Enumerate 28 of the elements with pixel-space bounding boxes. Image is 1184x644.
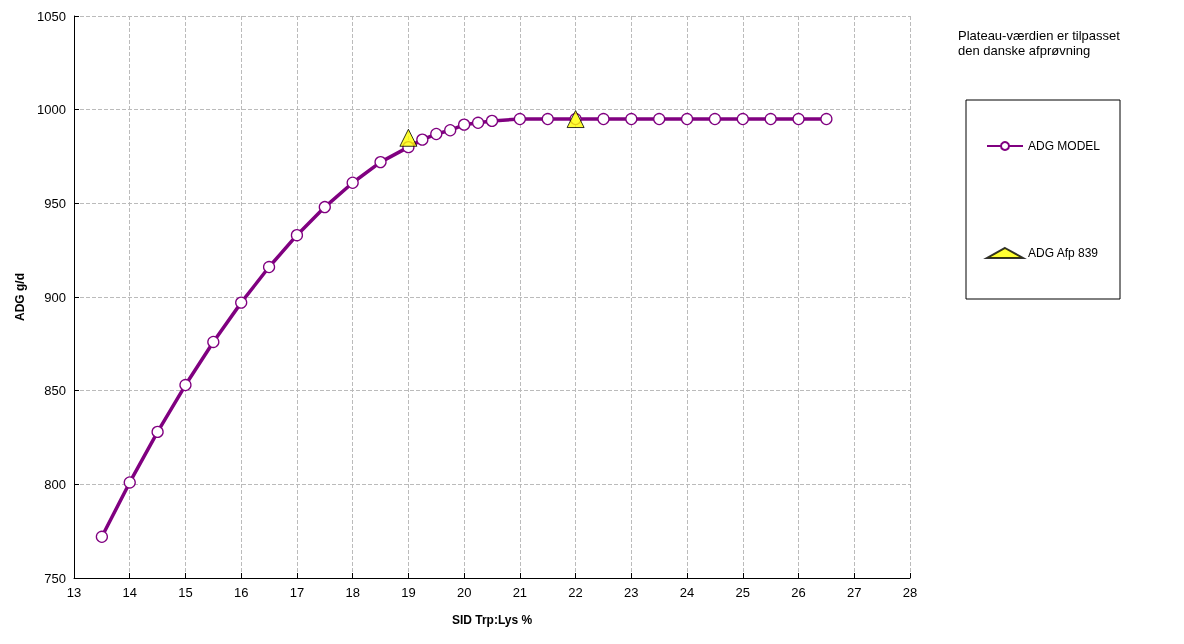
y-tick-label: 800 (44, 476, 66, 492)
y-tick-label: 900 (44, 289, 66, 305)
x-tick-label: 24 (679, 585, 695, 600)
y-tick-label: 1050 (37, 8, 66, 24)
x-tick-label: 27 (847, 585, 862, 600)
x-tick-label: 13 (66, 585, 82, 600)
x-tick-label: 19 (401, 585, 416, 600)
x-tick-label: 17 (289, 585, 305, 600)
x-tick-label: 26 (791, 585, 806, 600)
x-tick-label: 21 (512, 585, 528, 600)
x-tick-label: 14 (122, 585, 137, 600)
x-tick-label: 28 (902, 585, 918, 600)
x-tick-label: 18 (345, 585, 360, 600)
x-tick-label: 23 (624, 585, 639, 600)
x-axis-title: SID Trp:Lys % (451, 613, 533, 627)
y-tick-label: 850 (44, 383, 66, 399)
x-tick-label: 15 (178, 585, 193, 600)
x-tick-label: 25 (735, 585, 751, 600)
text: Plateau-værdien er tilpasset den danske afprøvning (958, 28, 1121, 58)
legend-label: ADG Afp 839 (1028, 246, 1099, 260)
x-tick-label: 22 (568, 585, 583, 600)
x-tick-label: 16 (233, 585, 249, 600)
x-tick-label: 20 (456, 585, 472, 600)
y-tick-label: 750 (44, 570, 66, 586)
y-tick-label: 1000 (37, 102, 66, 118)
y-axis-title: ADG g/d (13, 273, 27, 321)
legend-label: ADG MODEL (1028, 139, 1101, 153)
y-tick-label: 950 (44, 195, 66, 211)
